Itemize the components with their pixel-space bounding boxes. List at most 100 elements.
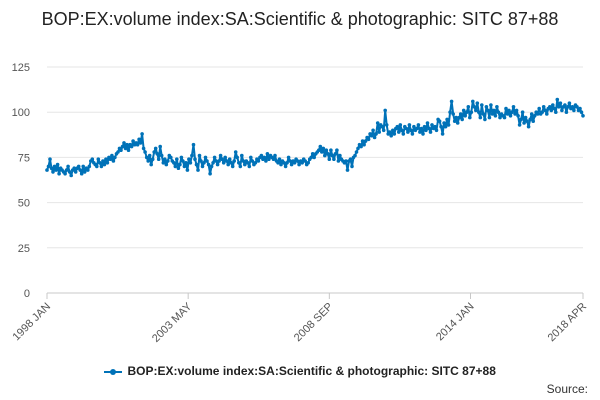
data-point[interactable] bbox=[380, 124, 385, 129]
data-point[interactable] bbox=[481, 112, 486, 116]
data-point[interactable] bbox=[196, 168, 200, 172]
data-point[interactable] bbox=[193, 157, 197, 161]
data-point[interactable] bbox=[350, 164, 354, 169]
data-point[interactable] bbox=[541, 105, 546, 109]
data-point[interactable] bbox=[404, 126, 409, 131]
data-point[interactable] bbox=[430, 123, 434, 127]
data-point[interactable] bbox=[140, 132, 144, 136]
data-point[interactable] bbox=[241, 159, 246, 163]
data-point[interactable] bbox=[525, 119, 529, 123]
data-point[interactable] bbox=[51, 170, 55, 174]
data-point[interactable] bbox=[277, 157, 282, 161]
data-point[interactable] bbox=[433, 124, 437, 129]
data-point[interactable] bbox=[279, 162, 283, 167]
data-point[interactable] bbox=[371, 128, 375, 133]
data-point[interactable] bbox=[282, 161, 286, 165]
data-point[interactable] bbox=[448, 110, 452, 114]
data-point[interactable] bbox=[461, 108, 466, 113]
data-point[interactable] bbox=[554, 110, 558, 114]
data-point[interactable] bbox=[421, 132, 425, 136]
data-point[interactable] bbox=[149, 162, 153, 167]
data-point[interactable] bbox=[238, 164, 243, 169]
data-point[interactable] bbox=[179, 155, 184, 160]
data-point[interactable] bbox=[199, 159, 203, 163]
data-point[interactable] bbox=[283, 164, 288, 169]
data-point[interactable] bbox=[185, 168, 190, 172]
data-point[interactable] bbox=[72, 166, 76, 170]
data-point[interactable] bbox=[452, 119, 457, 123]
data-point[interactable] bbox=[276, 161, 280, 165]
data-point[interactable] bbox=[564, 110, 569, 114]
data-point[interactable] bbox=[243, 162, 247, 167]
data-point[interactable] bbox=[460, 117, 465, 122]
data-point[interactable] bbox=[82, 170, 87, 174]
data-point[interactable] bbox=[469, 110, 474, 114]
data-point[interactable] bbox=[64, 168, 69, 172]
data-point[interactable] bbox=[570, 105, 575, 109]
data-point[interactable] bbox=[354, 150, 359, 154]
data-point[interactable] bbox=[220, 157, 224, 161]
data-point[interactable] bbox=[505, 112, 510, 116]
data-point[interactable] bbox=[166, 159, 170, 163]
data-point[interactable] bbox=[543, 108, 548, 113]
data-point[interactable] bbox=[208, 171, 212, 176]
data-point[interactable] bbox=[329, 148, 333, 152]
data-point[interactable] bbox=[235, 155, 239, 160]
data-point[interactable] bbox=[247, 164, 252, 169]
data-point[interactable] bbox=[557, 105, 561, 109]
data-point[interactable] bbox=[486, 108, 490, 113]
data-point[interactable] bbox=[265, 152, 270, 156]
data-point[interactable] bbox=[336, 159, 341, 163]
data-point[interactable] bbox=[120, 144, 125, 149]
data-point[interactable] bbox=[250, 159, 255, 163]
data-point[interactable] bbox=[529, 112, 534, 116]
data-point[interactable] bbox=[418, 130, 422, 134]
data-point[interactable] bbox=[111, 159, 116, 163]
data-point[interactable] bbox=[360, 139, 365, 143]
data-point[interactable] bbox=[147, 153, 152, 158]
data-point[interactable] bbox=[309, 155, 314, 160]
data-point[interactable] bbox=[122, 141, 126, 145]
data-point[interactable] bbox=[514, 108, 519, 113]
data-point[interactable] bbox=[424, 128, 428, 133]
data-point[interactable] bbox=[338, 153, 342, 158]
data-point[interactable] bbox=[73, 170, 78, 174]
data-point[interactable] bbox=[246, 161, 250, 165]
data-point[interactable] bbox=[135, 142, 140, 147]
data-point[interactable] bbox=[144, 155, 149, 160]
data-point[interactable] bbox=[480, 103, 484, 107]
data-point[interactable] bbox=[184, 161, 188, 165]
data-point[interactable] bbox=[295, 159, 300, 163]
data-point[interactable] bbox=[434, 128, 439, 133]
data-point[interactable] bbox=[161, 161, 166, 165]
data-point[interactable] bbox=[156, 157, 161, 161]
data-point[interactable] bbox=[523, 115, 528, 120]
data-point[interactable] bbox=[344, 159, 348, 163]
data-point[interactable] bbox=[422, 124, 427, 129]
data-point[interactable] bbox=[232, 159, 236, 163]
data-point[interactable] bbox=[66, 164, 70, 169]
data-point[interactable] bbox=[158, 144, 162, 149]
data-point[interactable] bbox=[581, 114, 585, 118]
data-point[interactable] bbox=[439, 124, 443, 129]
data-point[interactable] bbox=[446, 123, 451, 127]
data-point[interactable] bbox=[532, 114, 537, 118]
data-point[interactable] bbox=[211, 161, 215, 165]
data-point[interactable] bbox=[463, 114, 468, 118]
data-point[interactable] bbox=[230, 164, 235, 169]
data-point[interactable] bbox=[297, 162, 301, 167]
data-point[interactable] bbox=[566, 105, 570, 109]
data-point[interactable] bbox=[489, 103, 493, 107]
data-point[interactable] bbox=[381, 128, 386, 133]
data-point[interactable] bbox=[233, 150, 238, 154]
data-point[interactable] bbox=[563, 103, 567, 107]
data-point[interactable] bbox=[190, 153, 194, 158]
data-point[interactable] bbox=[391, 128, 395, 133]
data-point[interactable] bbox=[169, 155, 173, 160]
data-point[interactable] bbox=[375, 121, 380, 125]
data-point[interactable] bbox=[443, 124, 448, 129]
data-point[interactable] bbox=[221, 161, 226, 165]
data-point[interactable] bbox=[555, 97, 560, 102]
data-point[interactable] bbox=[483, 117, 487, 122]
data-point[interactable] bbox=[76, 164, 81, 169]
